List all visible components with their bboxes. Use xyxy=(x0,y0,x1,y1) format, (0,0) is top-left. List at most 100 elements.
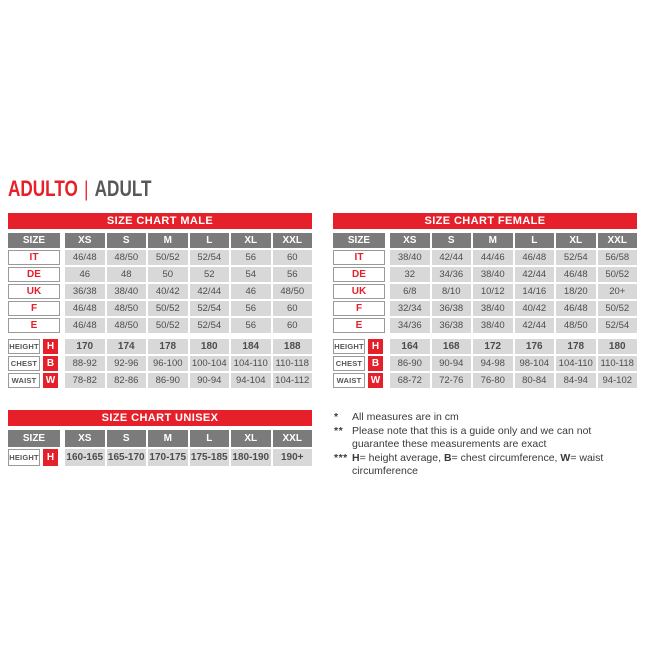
measure-value-cell: 92-96 xyxy=(106,356,146,371)
size-value-cell: 42/44 xyxy=(514,267,554,282)
measure-value-cell: 175-185 xyxy=(189,449,229,466)
size-value-cell: 36/38 xyxy=(431,318,471,333)
row-cells: 78-82 82-86 86-90 90-94 94-104 104-112 xyxy=(65,373,312,388)
footnote-marker: * xyxy=(334,411,339,423)
row-label-col: DE xyxy=(8,267,60,282)
size-value-cell: 48/50 xyxy=(106,301,146,316)
column-header-cells: XS S M L XL XXL xyxy=(65,233,312,248)
row-cells: 6/8 8/10 10/12 14/16 18/20 20+ xyxy=(390,284,637,299)
row-label-de: DE xyxy=(333,267,385,282)
measure-label-col: HEIGHT H xyxy=(8,339,60,354)
row-cells: 68-72 72-76 76-80 80-84 84-94 94-102 xyxy=(390,373,637,388)
size-value-cell: 36/38 xyxy=(65,284,105,299)
size-value-cell: 46 xyxy=(231,284,271,299)
footnote-bold-term: H xyxy=(352,451,360,464)
size-value-cell: 50/52 xyxy=(597,267,637,282)
size-value-cell: 44/46 xyxy=(473,250,513,265)
footnote-marker: ** xyxy=(334,424,344,437)
measure-label-height: HEIGHT xyxy=(333,339,365,354)
column-header-xs: XS xyxy=(65,233,105,248)
size-value-cell: 46/48 xyxy=(514,250,554,265)
page-title-separator: | xyxy=(84,178,89,201)
size-value-cell: 10/12 xyxy=(473,284,513,299)
footnote-text: All measures are in cm xyxy=(352,411,637,425)
table-row-it: IT 38/40 42/44 44/46 46/48 52/54 56/58 xyxy=(333,250,637,265)
column-header-xs: XS xyxy=(390,233,430,248)
table-row-f: F 46/48 48/50 50/52 52/54 56 60 xyxy=(8,301,312,316)
measure-value-cell: 110-118 xyxy=(597,356,637,371)
row-cells: 164 168 172 176 178 180 xyxy=(390,339,637,354)
size-value-cell: 50/52 xyxy=(597,301,637,316)
measure-value-cell: 104-112 xyxy=(272,373,312,388)
size-value-cell: 60 xyxy=(272,318,312,333)
size-value-cell: 48/50 xyxy=(272,284,312,299)
column-header-s: S xyxy=(431,233,471,248)
row-label-col: UK xyxy=(8,284,60,299)
measure-value-cell: 78-82 xyxy=(65,373,105,388)
size-value-cell: 50/52 xyxy=(148,318,188,333)
size-value-cell: 46/48 xyxy=(65,301,105,316)
table-row-e: E 34/36 36/38 38/40 42/44 48/50 52/54 xyxy=(333,318,637,333)
size-value-cell: 48 xyxy=(106,267,146,282)
measure-value-cell: 176 xyxy=(514,339,554,354)
footnote-2: ** Please note that this is a guide only … xyxy=(334,425,637,452)
size-header-col: SIZE xyxy=(8,233,60,248)
footnote-marker: *** xyxy=(334,451,348,464)
measure-value-cell: 84-94 xyxy=(556,373,596,388)
measure-value-cell: 94-102 xyxy=(597,373,637,388)
size-value-cell: 50 xyxy=(148,267,188,282)
measure-value-cell: 110-118 xyxy=(272,356,312,371)
footnote-segment: Please note that this is a guide only an… xyxy=(352,424,592,451)
row-cells: 46/48 48/50 50/52 52/54 56 60 xyxy=(65,301,312,316)
footnote-segment: = chest circumference, xyxy=(451,451,561,464)
measure-value-cell: 104-110 xyxy=(556,356,596,371)
column-header-cells: XS S M L XL XXL xyxy=(65,430,312,447)
row-label-uk: UK xyxy=(8,284,60,299)
size-value-cell: 36/38 xyxy=(431,301,471,316)
size-value-cell: 54 xyxy=(231,267,271,282)
measure-value-cell: 160-165 xyxy=(65,449,105,466)
size-value-cell: 38/40 xyxy=(473,301,513,316)
measure-value-cell: 90-94 xyxy=(431,356,471,371)
size-value-cell: 46 xyxy=(65,267,105,282)
row-cells: 160-165 165-170 170-175 175-185 180-190 190+ xyxy=(65,449,312,466)
measure-label-height: HEIGHT xyxy=(8,339,40,354)
size-value-cell: 46/48 xyxy=(65,250,105,265)
row-label-uk: UK xyxy=(333,284,385,299)
column-header-xl: XL xyxy=(231,430,271,447)
measure-label-waist: WAIST xyxy=(8,373,40,388)
table-row-uk: UK 6/8 8/10 10/12 14/16 18/20 20+ xyxy=(333,284,637,299)
measure-label-chest: CHEST xyxy=(8,356,40,371)
measure-letter-badge-w: W xyxy=(43,373,58,388)
measure-value-cell: 80-84 xyxy=(514,373,554,388)
table-title-female: SIZE CHART FEMALE xyxy=(333,213,637,229)
column-header-xs: XS xyxy=(65,430,105,447)
table-row-chest: CHEST B 86-90 90-94 94-98 98-104 104-110 110-11… xyxy=(333,356,637,371)
row-label-col: UK xyxy=(333,284,385,299)
row-label-it: IT xyxy=(8,250,60,265)
measure-label-col: WAIST W xyxy=(333,373,385,388)
column-header-l: L xyxy=(189,430,229,447)
measure-label-waist: WAIST xyxy=(333,373,365,388)
measure-value-cell: 88-92 xyxy=(65,356,105,371)
row-label-col: F xyxy=(8,301,60,316)
size-value-cell: 46/48 xyxy=(65,318,105,333)
measure-label-height: HEIGHT xyxy=(8,449,40,466)
size-value-cell: 34/36 xyxy=(431,267,471,282)
column-header-xxl: XXL xyxy=(272,430,312,447)
size-value-cell: 52/54 xyxy=(189,318,229,333)
footnote-3: *** H= height average, B= chest circumfer… xyxy=(334,452,637,479)
measure-label-col: CHEST B xyxy=(333,356,385,371)
size-value-cell: 46/48 xyxy=(556,301,596,316)
measure-value-cell: 104-110 xyxy=(231,356,271,371)
table-row-f: F 32/34 36/38 38/40 40/42 46/48 50/52 xyxy=(333,301,637,316)
row-cells: 38/40 42/44 44/46 46/48 52/54 56/58 xyxy=(390,250,637,265)
table-row-waist: WAIST W 78-82 82-86 86-90 90-94 94-104 104-112 xyxy=(8,373,312,388)
size-value-cell: 56 xyxy=(231,301,271,316)
adult-tables-row: SIZE CHART MALE SIZE XS S M L XL XXL IT 46/48 48/5… xyxy=(8,213,637,388)
measure-value-cell: 168 xyxy=(431,339,471,354)
footnote-1: * All measures are in cm xyxy=(334,411,637,425)
row-label-col: IT xyxy=(333,250,385,265)
measure-letter-badge-h: H xyxy=(43,339,58,354)
row-label-col: E xyxy=(8,318,60,333)
